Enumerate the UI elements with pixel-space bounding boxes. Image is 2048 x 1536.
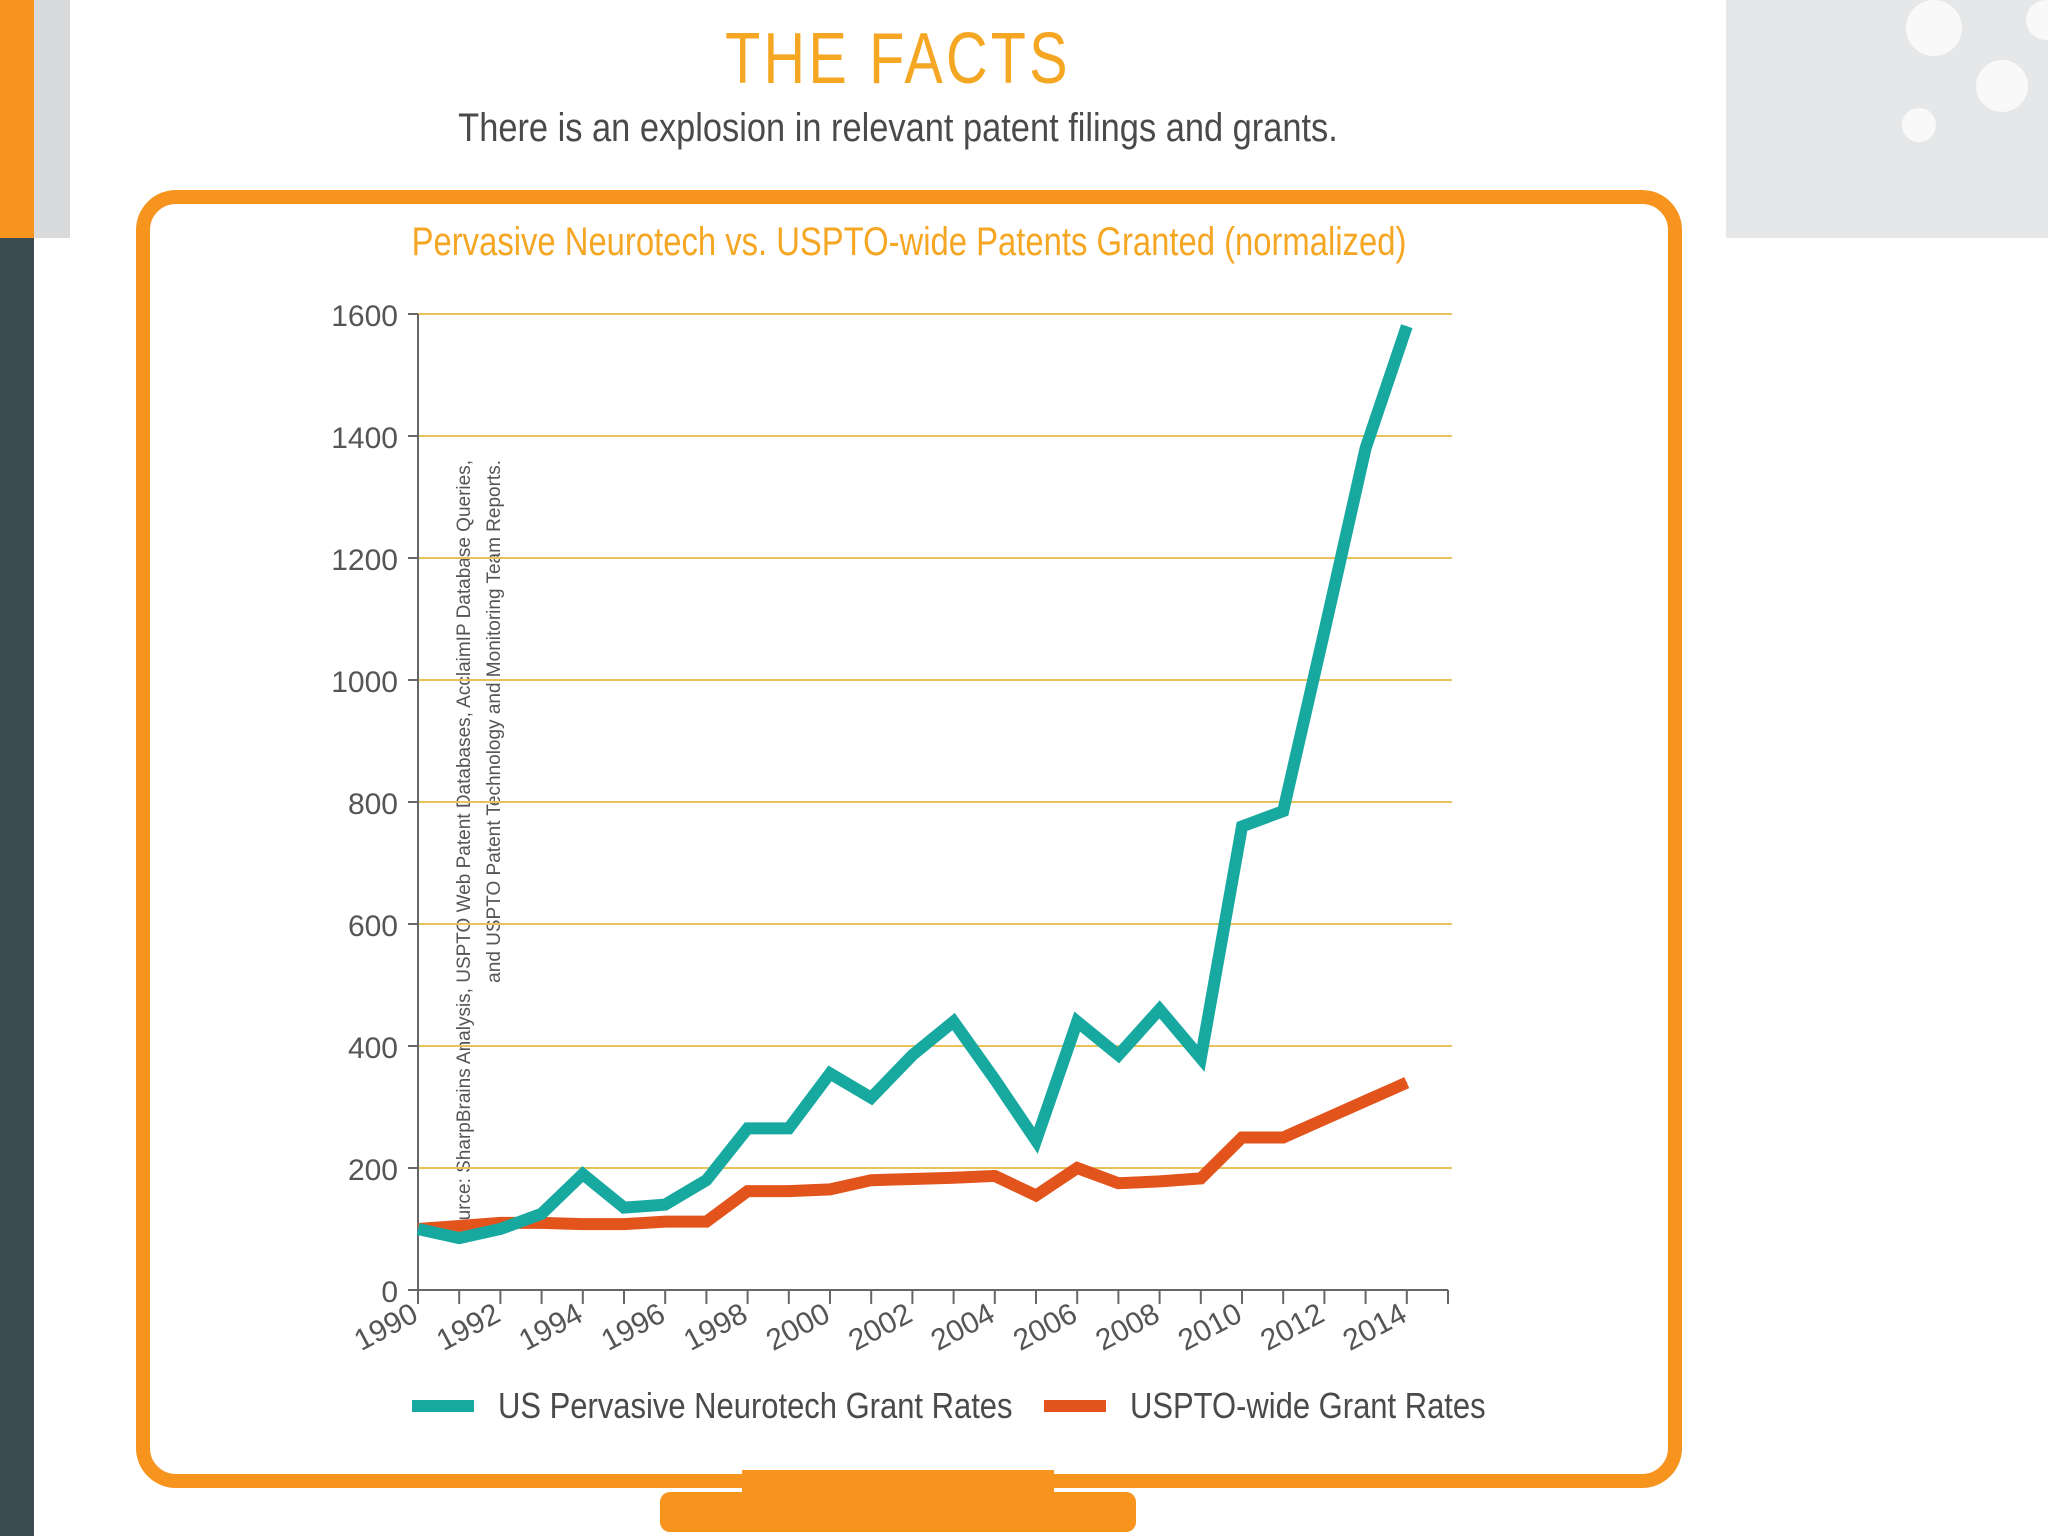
x-tick-label: 1996 <box>596 1297 670 1357</box>
data-point-neurotech <box>953 1021 955 1023</box>
y-tick-label: 800 <box>348 788 398 821</box>
series-line-uspto <box>417 1077 1410 1235</box>
chart-title: Pervasive Neurotech vs. USPTO-wide Paten… <box>411 220 1407 264</box>
monitor-frame <box>136 190 1682 1488</box>
data-point-uspto <box>664 1221 666 1223</box>
legend-swatch-uspto <box>1044 1400 1106 1412</box>
data-point-uspto <box>1076 1167 1078 1169</box>
bubble-decoration <box>1902 108 1936 142</box>
data-point-uspto <box>1200 1177 1202 1179</box>
data-point-uspto <box>829 1188 831 1190</box>
data-point-neurotech <box>499 1228 501 1230</box>
y-tick-label: 1200 <box>331 544 398 577</box>
data-point-uspto <box>747 1190 749 1192</box>
data-point-neurotech <box>1159 1008 1161 1010</box>
y-tick-label: 200 <box>348 1154 398 1187</box>
data-point-neurotech <box>1241 825 1243 827</box>
left-sidebar-dark <box>0 0 34 1536</box>
x-tick-label: 2006 <box>1008 1297 1082 1357</box>
data-point-neurotech <box>705 1179 707 1181</box>
y-tick-label: 1600 <box>331 300 398 333</box>
x-tick-label: 2008 <box>1090 1297 1164 1357</box>
data-point-uspto <box>870 1179 872 1181</box>
data-point-uspto <box>458 1225 460 1227</box>
legend-swatch-neurotech <box>412 1400 474 1412</box>
data-point-neurotech <box>1117 1054 1119 1056</box>
data-point-uspto <box>623 1223 625 1225</box>
data-point-uspto <box>705 1221 707 1223</box>
y-tick-label: 400 <box>348 1032 398 1065</box>
data-point-neurotech <box>829 1072 831 1074</box>
data-point-neurotech <box>994 1079 996 1081</box>
data-point-uspto <box>1117 1182 1119 1184</box>
left-sidebar-grey <box>34 0 70 238</box>
x-tick-label: 2004 <box>926 1297 1000 1357</box>
data-point-uspto <box>1241 1137 1243 1138</box>
data-point-neurotech <box>1365 447 1367 449</box>
data-point-neurotech <box>870 1097 872 1099</box>
series-layer <box>416 324 1413 1245</box>
page-title: THE FACTS <box>725 19 1071 99</box>
bubble-decoration <box>1976 60 2028 112</box>
page-subtitle: There is an explosion in relevant patent… <box>458 106 1338 150</box>
data-point-uspto <box>1159 1180 1161 1182</box>
x-tick-label: 2002 <box>843 1297 917 1357</box>
data-point-uspto <box>788 1190 790 1192</box>
bubble-decoration <box>2026 0 2048 40</box>
x-tick-label: 2012 <box>1255 1297 1329 1357</box>
data-point-neurotech <box>582 1173 584 1175</box>
data-point-uspto <box>1365 1100 1367 1102</box>
data-point-uspto <box>953 1177 955 1179</box>
data-point-uspto <box>582 1223 584 1225</box>
data-point-neurotech <box>788 1127 790 1129</box>
y-tick-label: 1400 <box>331 422 398 455</box>
data-point-uspto <box>1282 1137 1284 1138</box>
data-point-neurotech <box>1035 1140 1037 1142</box>
data-point-neurotech <box>747 1127 749 1129</box>
data-point-neurotech <box>541 1213 543 1215</box>
bubble-decoration <box>1906 0 1962 56</box>
y-tick-label: 1000 <box>331 666 398 699</box>
x-tick-label: 2000 <box>761 1297 835 1357</box>
data-point-neurotech <box>1076 1021 1078 1023</box>
x-tick-label: 1994 <box>514 1297 588 1357</box>
data-point-uspto <box>541 1222 543 1224</box>
x-tick-label: 1992 <box>431 1297 505 1357</box>
data-point-uspto <box>1035 1194 1037 1196</box>
x-tick-label: 2014 <box>1338 1297 1412 1357</box>
y-tick-label: 0 <box>381 1276 398 1309</box>
data-point-uspto <box>911 1178 913 1180</box>
data-point-neurotech <box>623 1207 625 1209</box>
data-point-neurotech <box>1200 1057 1202 1059</box>
legend-item-neurotech: US Pervasive Neurotech Grant Rates <box>412 1384 1096 1428</box>
x-tick-label: 1998 <box>678 1297 752 1357</box>
data-point-neurotech <box>417 1228 419 1230</box>
data-point-neurotech <box>911 1054 913 1056</box>
decorative-panel <box>1726 0 2048 238</box>
data-point-uspto <box>1406 1082 1408 1084</box>
grid-layer <box>418 313 1452 1169</box>
legend-label-uspto: USPTO-wide Grant Rates <box>1130 1385 1486 1426</box>
data-point-uspto <box>994 1175 996 1177</box>
data-point-neurotech <box>458 1237 460 1239</box>
data-point-neurotech <box>1323 630 1325 632</box>
legend-item-uspto: USPTO-wide Grant Rates <box>1044 1384 1543 1428</box>
data-point-uspto <box>1323 1118 1325 1120</box>
monitor-stand-base <box>660 1492 1136 1532</box>
monitor-stand-neck <box>742 1470 1054 1492</box>
data-point-neurotech <box>1282 810 1284 812</box>
data-point-neurotech <box>664 1204 666 1206</box>
y-tick-label: 600 <box>348 910 398 943</box>
series-line-neurotech <box>416 324 1413 1245</box>
left-sidebar-accent <box>0 0 34 238</box>
legend-label-neurotech: US Pervasive Neurotech Grant Rates <box>498 1385 1013 1426</box>
x-tick-label: 2010 <box>1173 1297 1247 1357</box>
data-point-neurotech <box>1406 325 1408 327</box>
